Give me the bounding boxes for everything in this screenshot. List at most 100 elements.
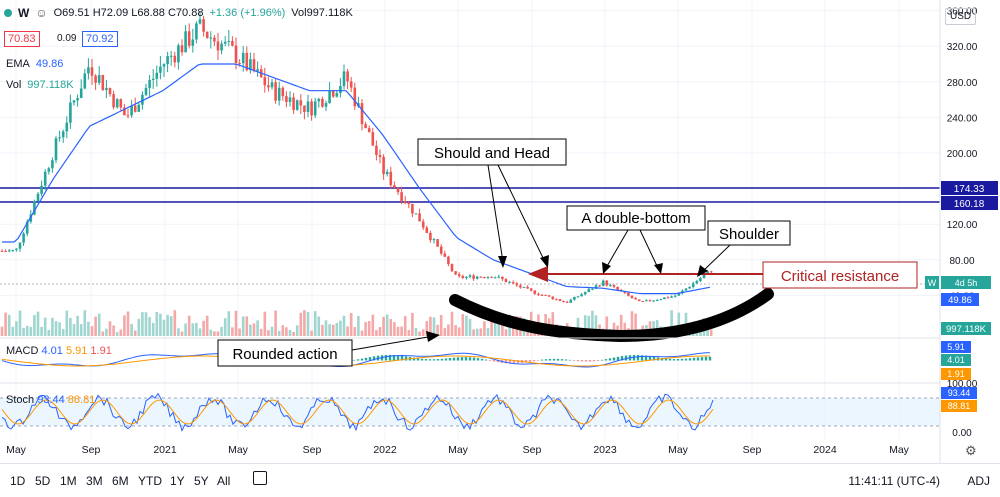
volume-bar <box>7 314 11 336</box>
symbol-header: W ☺ O69.51 H72.09 L68.88 C70.88 +1.36 (+… <box>4 6 353 20</box>
volume-bar <box>447 324 450 336</box>
volume-bar <box>493 318 497 336</box>
range-button-6m[interactable]: 6M <box>112 474 129 488</box>
volume-bar <box>180 331 184 336</box>
range-button-5d[interactable]: 5D <box>35 474 51 488</box>
candle-body <box>202 19 205 32</box>
favorite-icon[interactable]: ☺ <box>35 6 48 20</box>
candle-body <box>695 281 699 284</box>
candle-body <box>108 88 112 95</box>
candle-body <box>65 122 69 132</box>
range-button-1d[interactable]: 1D <box>10 474 26 488</box>
candle-body <box>378 155 382 157</box>
macd-histogram-bar <box>464 357 468 361</box>
horizontal-levels[interactable] <box>0 187 940 285</box>
range-button-all[interactable]: All <box>217 474 231 488</box>
candle-body <box>29 214 33 222</box>
volume-bar <box>418 331 421 336</box>
stoch-tag-b: 88.81 <box>941 400 977 412</box>
volume-bar <box>0 326 4 336</box>
candle-body <box>69 102 72 123</box>
volume-bar <box>115 331 119 336</box>
candle-body <box>252 59 256 72</box>
volume-bar <box>155 311 159 336</box>
macd-histogram-bar <box>560 359 564 361</box>
candle-body <box>414 213 418 215</box>
currency-selector[interactable]: USD <box>945 8 977 25</box>
svg-text:A double-bottom: A double-bottom <box>581 210 690 227</box>
volume-bar <box>43 317 47 336</box>
macd-histogram-bar <box>536 360 540 361</box>
candle-body <box>493 277 497 279</box>
candle-body <box>702 274 706 279</box>
macd-histogram-bar <box>596 360 600 361</box>
macd-histogram-bar <box>664 358 668 361</box>
ask-price[interactable]: 70.92 <box>82 31 118 47</box>
volume-bar <box>119 329 123 336</box>
volume-bar <box>432 317 436 336</box>
svg-text:Critical resistance: Critical resistance <box>781 268 899 285</box>
volume-bar <box>605 316 609 336</box>
bid-price[interactable]: 70.83 <box>4 31 40 47</box>
candle-body <box>393 185 396 188</box>
volume-bar <box>292 331 295 336</box>
macd-histogram-bar <box>524 360 528 363</box>
range-button-1y[interactable]: 1Y <box>170 474 185 488</box>
volume-bar <box>364 322 367 336</box>
volume-bar <box>303 310 306 336</box>
candle-body <box>360 103 364 125</box>
candle-body <box>407 203 411 205</box>
candle-body <box>688 286 691 289</box>
candle-body <box>299 100 303 106</box>
volume-bar <box>76 315 79 336</box>
volume-bar <box>220 326 223 336</box>
candle-body <box>335 93 339 97</box>
volume-bar <box>393 322 396 336</box>
range-button-ytd[interactable]: YTD <box>138 474 162 488</box>
macd-histogram-bar <box>696 357 700 361</box>
macd-legend[interactable]: MACD 4.01 5.91 1.91 <box>6 345 112 357</box>
adj-toggle[interactable]: ADJ <box>967 474 990 488</box>
range-button-5y[interactable]: 5Y <box>194 474 209 488</box>
candle-body <box>61 131 65 138</box>
volume-bar <box>29 326 33 336</box>
candle-body <box>198 19 202 24</box>
vol-legend[interactable]: Vol 997.118K <box>6 79 74 91</box>
price-tick: 240.00 <box>947 113 978 124</box>
rounded-action-annotation: Rounded action <box>217 331 440 367</box>
macd-histogram-bar <box>680 358 684 361</box>
range-button-3m[interactable]: 3M <box>86 474 103 488</box>
calendar-icon[interactable] <box>253 471 267 485</box>
price-candles[interactable] <box>0 12 713 304</box>
time-tick: Sep <box>82 444 101 456</box>
volume-bar <box>382 316 385 336</box>
volume-bar <box>209 329 213 336</box>
volume-bar <box>486 328 490 336</box>
candle-body <box>616 286 619 290</box>
candle-body <box>436 239 439 247</box>
ema-legend[interactable]: EMA 49.86 <box>6 58 63 70</box>
candle-body <box>43 171 47 186</box>
macd-histogram-bar <box>448 358 452 361</box>
gear-icon[interactable]: ⚙ <box>965 443 977 458</box>
price-tick: 280.00 <box>947 78 978 89</box>
candle-body <box>497 276 501 278</box>
volume-bar <box>526 330 529 336</box>
macd-histogram-bar <box>548 358 552 361</box>
candle-body <box>133 105 137 112</box>
time-axis[interactable]: May Sep 2021 May Sep 2022 May Sep 2023 May Sep 2024… <box>6 444 910 456</box>
ema-value: 49.86 <box>35 58 64 70</box>
candle-body <box>479 276 483 278</box>
volume-bar <box>22 327 25 336</box>
volume-bar <box>263 311 267 336</box>
candle-body <box>97 75 101 83</box>
range-button-1m[interactable]: 1M <box>60 474 77 488</box>
macd-histogram-bar <box>692 357 696 361</box>
candle-body <box>681 290 684 294</box>
price-axis[interactable]: 360.00320.00280.00240.00200.00160.00120.… <box>947 7 978 303</box>
stoch-legend[interactable]: Stoch 93.44 88.81 <box>6 394 95 406</box>
volume-bar <box>61 329 65 336</box>
candle-body <box>583 292 587 295</box>
symbol-name[interactable]: W <box>18 6 30 20</box>
